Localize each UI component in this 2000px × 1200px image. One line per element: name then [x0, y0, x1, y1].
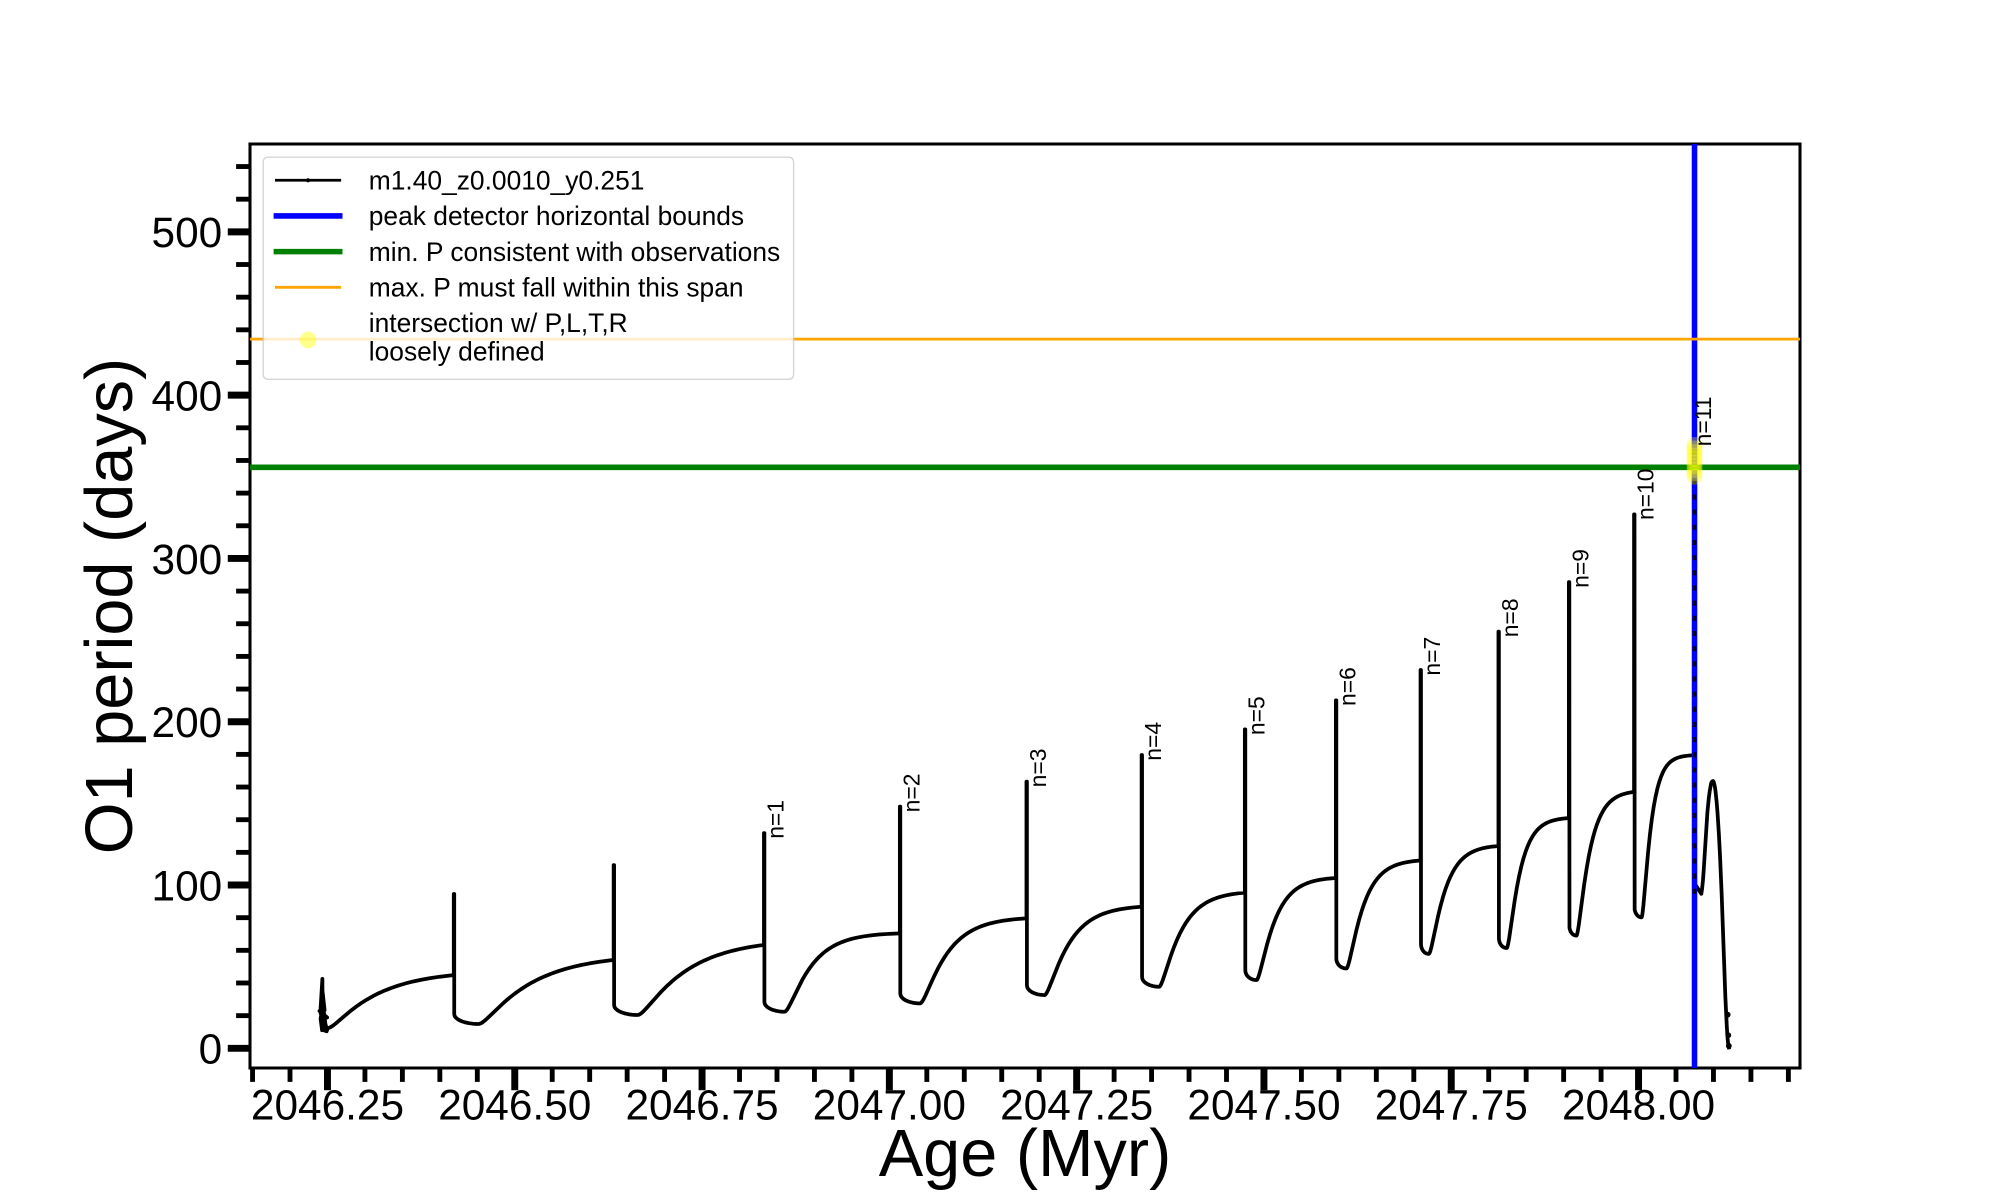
svg-text:n=1: n=1 [763, 800, 789, 839]
svg-text:2047.25: 2047.25 [1000, 1082, 1153, 1129]
svg-text:O1 period (days): O1 period (days) [73, 358, 147, 854]
svg-text:n=5: n=5 [1243, 696, 1269, 735]
svg-text:intersection w/ P,L,T,R: intersection w/ P,L,T,R [369, 308, 628, 338]
svg-text:n=3: n=3 [1025, 749, 1051, 788]
svg-text:n=2: n=2 [898, 773, 924, 812]
svg-text:Age (Myr): Age (Myr) [879, 1117, 1172, 1191]
svg-text:2046.25: 2046.25 [251, 1082, 404, 1129]
svg-text:2047.50: 2047.50 [1187, 1082, 1340, 1129]
svg-text:2046.50: 2046.50 [438, 1082, 591, 1129]
svg-text:500: 500 [152, 209, 223, 256]
svg-text:min. P consistent with observa: min. P consistent with observations [369, 237, 780, 267]
svg-text:200: 200 [152, 699, 223, 746]
svg-text:peak detector horizontal bound: peak detector horizontal bounds [369, 201, 744, 231]
svg-text:n=8: n=8 [1497, 598, 1523, 637]
svg-text:2047.75: 2047.75 [1375, 1082, 1528, 1129]
svg-text:2048.00: 2048.00 [1562, 1082, 1715, 1129]
svg-text:m1.40_z0.0010_y0.251: m1.40_z0.0010_y0.251 [369, 166, 645, 196]
svg-text:n=10: n=10 [1633, 468, 1659, 520]
svg-text:n=7: n=7 [1419, 637, 1445, 676]
svg-text:400: 400 [152, 372, 223, 419]
svg-text:100: 100 [152, 862, 223, 909]
svg-text:2046.75: 2046.75 [625, 1082, 778, 1129]
svg-text:n=9: n=9 [1567, 549, 1593, 588]
svg-text:n=4: n=4 [1140, 722, 1166, 761]
svg-text:max. P must fall within this s: max. P must fall within this span [369, 273, 744, 303]
svg-text:2047.00: 2047.00 [813, 1082, 966, 1129]
svg-text:loosely defined: loosely defined [369, 337, 545, 367]
svg-text:n=11: n=11 [1690, 397, 1716, 447]
svg-text:n=6: n=6 [1334, 667, 1360, 706]
svg-text:0: 0 [199, 1026, 223, 1073]
svg-text:300: 300 [152, 536, 223, 583]
